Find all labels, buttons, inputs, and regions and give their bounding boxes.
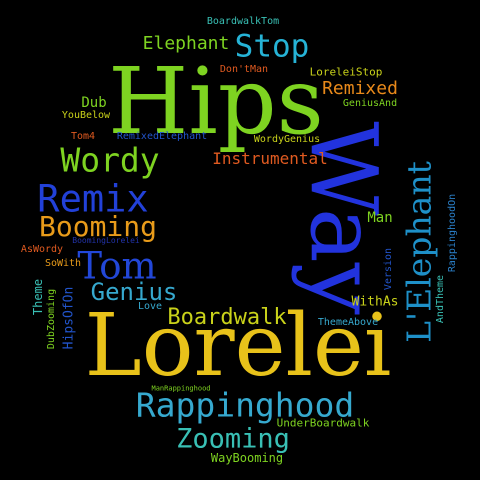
word-tom4: Tom4 (70, 131, 96, 142)
word-lorelei: Lorelei (84, 296, 392, 396)
word-theme: Theme (31, 278, 45, 316)
word-youbelow: YouBelow (61, 110, 111, 121)
word-remixed: Remixed (322, 78, 398, 99)
word-boominglorelei: BoomingLorelei (72, 236, 140, 245)
word-dontman: Don'tMan (219, 64, 269, 75)
word-wordy: Wordy (60, 140, 160, 180)
word-dub: Dub (81, 95, 107, 111)
word-genius: Genius (90, 278, 178, 306)
word-loreleistop: LoreleiStop (309, 65, 383, 79)
word-andtheme: AndTheme (435, 274, 446, 324)
word-remixedelephant: RemixedElephant (116, 131, 208, 142)
word-hips: Hips (108, 48, 324, 155)
word-lelephant: L'Elephant (399, 161, 439, 343)
word-withas: WithAs (351, 294, 399, 310)
word-themeabove: ThemeAbove (317, 317, 379, 328)
word-rappinghood: Rappinghood (135, 385, 355, 425)
word-remix: Remix (37, 177, 149, 221)
word-dubzooming: DubZooming (46, 288, 57, 350)
word-sowith: SoWith (44, 258, 82, 269)
word-waybooming: WayBooming (210, 451, 284, 465)
word-geniusand: GeniusAnd (342, 98, 398, 109)
word-wordygenius: WordyGenius (253, 134, 321, 145)
word-hipsofon: HipsOfOn (61, 286, 77, 350)
word-instrumental: Instrumental (212, 149, 328, 168)
word-boardwalktom: BoardwalkTom (206, 16, 280, 27)
word-manrappinghood: ManRappinghood (151, 384, 211, 393)
word-tom: Tom (77, 244, 157, 288)
word-version: Version (383, 247, 394, 291)
word-underboardwalk: UnderBoardwalk (276, 416, 370, 430)
word-aswordy: AsWordy (20, 244, 64, 255)
word-stop: Stop (234, 28, 310, 65)
word-rappinghoodon: RappinghoodOn (447, 193, 458, 273)
word-man: Man (367, 210, 393, 226)
word-love: Love (137, 301, 163, 312)
word-zooming: Zooming (176, 423, 290, 455)
word-booming: Booming (38, 210, 158, 243)
word-elephant: Elephant (142, 33, 230, 54)
word-boardwalk: Boardwalk (167, 305, 287, 330)
